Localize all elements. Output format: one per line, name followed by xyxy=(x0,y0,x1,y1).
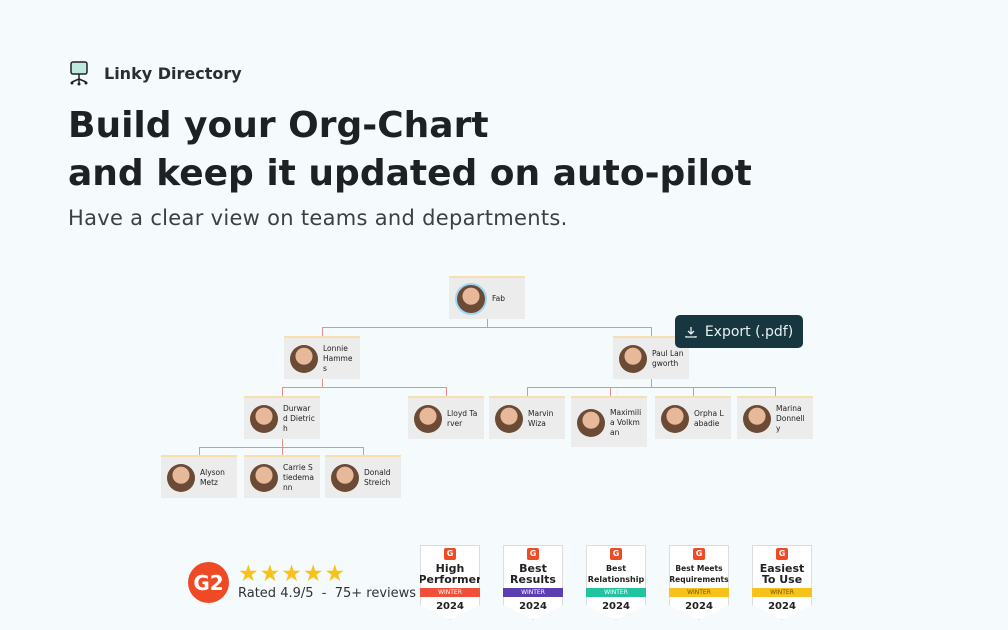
g2-icon: G xyxy=(527,548,539,560)
g2-logo: G2 xyxy=(188,562,229,603)
org-node-alyson[interactable]: Alyson Metz xyxy=(161,455,237,498)
badge-title-text: Easiest To Use xyxy=(759,562,805,586)
g2-badge: G Best Relationship WINTER 2024 xyxy=(586,545,646,620)
g2-icon: G xyxy=(444,548,456,560)
org-node-fab[interactable]: Fab xyxy=(449,276,525,319)
g2-badge: G Best Meets Requirements WINTER 2024 xyxy=(669,545,729,620)
org-node-lonnie[interactable]: Lonnie Hammes xyxy=(284,336,360,379)
subtitle: Have a clear view on teams and departmen… xyxy=(68,206,568,230)
avatar xyxy=(331,463,359,492)
g2-badge: G Easiest To Use WINTER 2024 xyxy=(752,545,812,620)
title-line-2: and keep it updated on auto-pilot xyxy=(68,153,752,194)
node-name: Orpha Labadie xyxy=(694,408,724,428)
badge-year: 2024 xyxy=(519,601,547,612)
org-folder-icon xyxy=(70,61,88,86)
org-node-paul[interactable]: Paul Langworth xyxy=(613,336,689,379)
node-name: Carrie Stiedemann xyxy=(283,462,314,492)
node-name: Lloyd Tarver xyxy=(447,408,478,428)
node-name: Paul Langworth xyxy=(652,348,684,368)
avatar xyxy=(250,463,278,492)
badge-ribbon: WINTER xyxy=(420,588,480,597)
badge-title-text: Best Meets Requirements xyxy=(669,564,729,584)
badge-title-text: High Performer xyxy=(418,562,482,586)
badge-ribbon: WINTER xyxy=(503,588,563,597)
avatar xyxy=(250,404,278,433)
org-node-maximilia[interactable]: Maximilia Volkman xyxy=(571,396,647,447)
org-node-durward[interactable]: Durward Dietrich xyxy=(244,396,320,439)
badge-year: 2024 xyxy=(685,601,713,612)
g2-icon: G xyxy=(693,548,705,560)
page-title: Build your Org-Chart and keep it updated … xyxy=(68,102,752,198)
badge-title: Easiest To Use xyxy=(753,560,811,588)
avatar xyxy=(414,404,442,433)
org-node-donald[interactable]: Donald Streich xyxy=(325,455,401,498)
badge-ribbon: WINTER xyxy=(669,588,729,597)
badge-year: 2024 xyxy=(436,601,464,612)
avatar xyxy=(495,404,523,433)
star-rating: ★★★★★ xyxy=(238,561,347,587)
export-label: Export (.pdf) xyxy=(704,323,794,340)
g2-badge: G High Performer WINTER 2024 xyxy=(420,545,480,620)
avatar xyxy=(743,404,771,433)
node-name: Alyson Metz xyxy=(200,467,225,487)
badge-year: 2024 xyxy=(602,601,630,612)
node-name: Durward Dietrich xyxy=(283,403,315,433)
brand: Linky Directory xyxy=(68,60,242,86)
node-name: Maximilia Volkman xyxy=(610,407,642,437)
node-name: Marvin Wiza xyxy=(528,408,554,428)
title-line-1: Build your Org-Chart xyxy=(68,105,489,146)
org-node-marina[interactable]: Marina Donnelly xyxy=(737,396,813,439)
org-node-lloyd[interactable]: Lloyd Tarver xyxy=(408,396,484,439)
brand-name: Linky Directory xyxy=(104,63,242,83)
badge-ribbon: WINTER xyxy=(752,588,812,597)
badge-title: Best Meets Requirements xyxy=(669,560,729,588)
badge-title-text: Best Results xyxy=(510,562,556,586)
badge-title: Best Results xyxy=(504,560,562,588)
org-node-marvin[interactable]: Marvin Wiza xyxy=(489,396,565,439)
org-node-orpha[interactable]: Orpha Labadie xyxy=(655,396,731,439)
node-name: Lonnie Hammes xyxy=(323,343,353,373)
node-name: Donald Streich xyxy=(364,467,391,487)
g2-badge: G Best Results WINTER 2024 xyxy=(503,545,563,620)
badge-year: 2024 xyxy=(768,601,796,612)
node-name: Marina Donnelly xyxy=(776,403,805,433)
avatar xyxy=(577,408,605,437)
rating-text: Rated 4.9/5 - 75+ reviews xyxy=(238,586,417,601)
badge-ribbon: WINTER xyxy=(586,588,646,597)
export-pdf-button[interactable]: Export (.pdf) xyxy=(675,315,803,348)
avatar xyxy=(290,344,318,373)
avatar xyxy=(619,344,647,373)
badge-title: Best Relationship xyxy=(587,560,645,588)
badge-title-text: Best Relationship xyxy=(587,564,645,584)
avatar xyxy=(167,463,195,492)
org-node-carrie[interactable]: Carrie Stiedemann xyxy=(244,455,320,498)
download-icon xyxy=(685,326,697,338)
node-name: Fab xyxy=(492,293,505,303)
badge-title: High Performer xyxy=(418,560,482,588)
avatar xyxy=(455,282,487,315)
g2-icon: G xyxy=(610,548,622,560)
avatar xyxy=(661,404,689,433)
g2-icon: G xyxy=(776,548,788,560)
